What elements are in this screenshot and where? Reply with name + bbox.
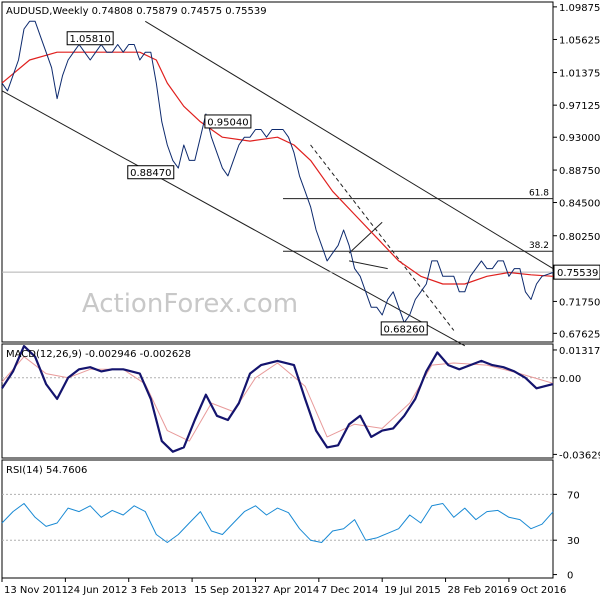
macd-y-tick-label: 0.00 xyxy=(559,374,581,385)
x-tick-label: 27 Apr 2014 xyxy=(257,585,319,596)
macd-title: MACD(12,26,9) -0.002946 -0.002628 xyxy=(6,349,191,360)
watermark: ActionForex.com xyxy=(82,289,298,319)
price-y-tick-label: 0.84500 xyxy=(559,199,600,210)
price-annotation-box xyxy=(127,165,175,180)
price-y-tick-label: 1.09875 xyxy=(559,3,600,14)
price-annotation-box xyxy=(66,31,114,46)
price-y-tick-label: 1.05625 xyxy=(559,35,600,46)
x-tick-label: 24 Jun 2012 xyxy=(67,585,127,596)
dashed-trend-line xyxy=(310,144,455,331)
price-y-tick-label: 0.88750 xyxy=(559,166,600,177)
moving-average-line xyxy=(1,51,554,285)
price-annotation-box xyxy=(380,321,428,336)
x-tick-label: 28 Feb 2016 xyxy=(448,585,510,596)
x-tick-label: 3 Feb 2013 xyxy=(131,585,187,596)
macd-y-tick-label: -0.036292 xyxy=(559,450,600,461)
price-y-tick-label: 0.67625 xyxy=(559,329,600,340)
triangle-line xyxy=(349,260,388,270)
panel-frame-rsi xyxy=(1,459,554,579)
price-annotation-label: 0.68260 xyxy=(384,324,425,335)
rsi-y-tick-label: 70 xyxy=(567,490,580,501)
last-price-box xyxy=(553,264,600,280)
x-tick-label: 9 Oct 2016 xyxy=(511,585,566,596)
price-y-tick-label: 0.71750 xyxy=(559,297,600,308)
price-annotation-label: 0.95040 xyxy=(207,117,248,128)
rsi-y-tick-label: 30 xyxy=(567,536,580,547)
macd-signal-line xyxy=(1,356,554,442)
channel-line xyxy=(1,90,466,347)
fib-level-label: 61.8 xyxy=(529,189,549,199)
last-price-label: 0.75539 xyxy=(557,268,598,279)
x-tick-label: 7 Dec 2014 xyxy=(321,585,379,596)
macd-y-tick-label: 0.013175 xyxy=(559,346,600,357)
price-title: AUDUSD,Weekly 0.74808 0.75879 0.74575 0.… xyxy=(6,6,267,17)
triangle-line xyxy=(348,221,383,254)
x-tick-label: 13 Nov 2011 xyxy=(4,585,68,596)
rsi-line xyxy=(1,503,554,543)
fib-level-label: 38.2 xyxy=(529,241,549,251)
macd-line xyxy=(1,345,554,453)
price-annotation-label: 1.05810 xyxy=(69,34,110,45)
x-tick-label: 15 Sep 2013 xyxy=(194,585,257,596)
panel-frame-price xyxy=(1,1,554,343)
price-y-tick-label: 0.93000 xyxy=(559,133,600,144)
price-annotation-box xyxy=(204,114,252,129)
price-annotation-label: 0.88470 xyxy=(130,168,171,179)
price-y-tick-label: 0.80250 xyxy=(559,232,600,243)
price-y-tick-label: 0.97125 xyxy=(559,101,600,112)
price-line xyxy=(1,20,554,324)
price-y-tick-label: 1.01375 xyxy=(559,69,600,80)
x-tick-label: 19 Jul 2015 xyxy=(384,585,441,596)
rsi-title: RSI(14) 54.7606 xyxy=(6,465,87,476)
channel-line xyxy=(145,20,554,270)
panel-frame-macd xyxy=(1,343,554,459)
rsi-y-tick-label: 0 xyxy=(567,571,573,582)
